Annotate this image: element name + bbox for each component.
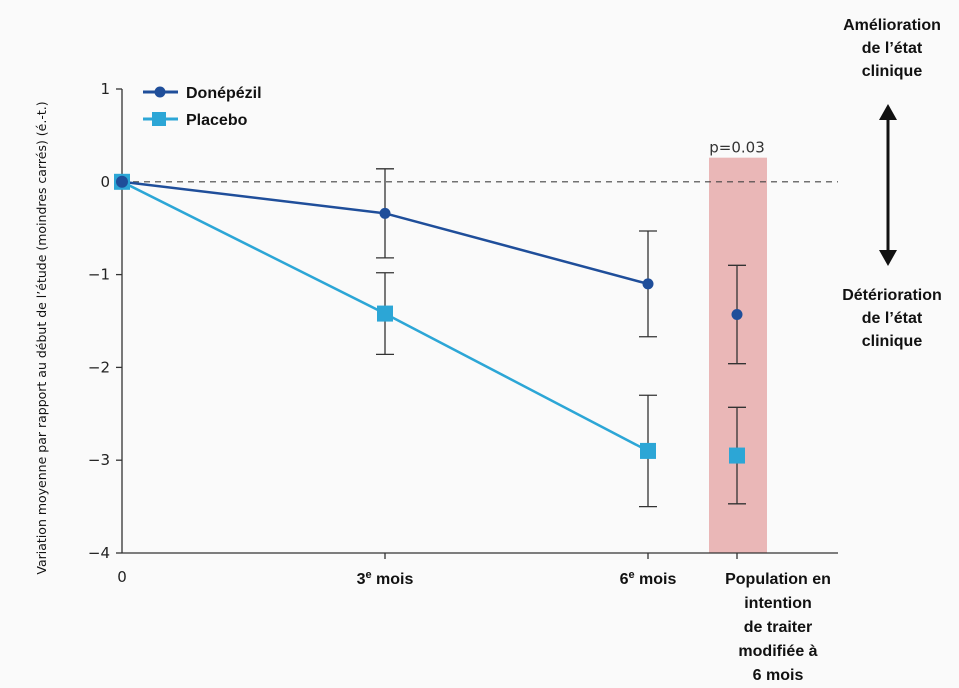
x-category-label: de traiter: [744, 619, 812, 636]
category-label-part: e: [365, 569, 371, 581]
category-label-part: e: [628, 569, 634, 581]
text-layer: p=0.03 Variation moyenne par rapport au d…: [34, 101, 831, 684]
category-label-part: 6: [620, 571, 629, 588]
category-label-part: de traiter: [744, 619, 812, 636]
y-tick-label: 0: [100, 173, 110, 191]
x-category-label: Population en: [725, 571, 831, 588]
x-category-label: 0: [117, 568, 127, 586]
p-value-label: p=0.03: [709, 139, 765, 157]
y-axis-label: Variation moyenne par rapport au début d…: [34, 101, 49, 574]
deterioration-label: de l’état: [862, 310, 923, 327]
y-tick-label: −1: [88, 266, 110, 284]
x-category-label: modifiée à: [738, 643, 817, 660]
highlight-region: [709, 157, 767, 553]
x-category-label: intention: [744, 595, 812, 612]
mitt-highlight-bar: [709, 157, 767, 553]
improvement-label: de l’état: [862, 40, 923, 57]
placebo-point: [729, 447, 745, 464]
placebo-point: [377, 305, 393, 322]
legend-label-placebo: Placebo: [186, 112, 248, 129]
x-category-label: 6e mois: [620, 569, 677, 588]
improvement-label: clinique: [862, 63, 923, 80]
donepezil-point: [731, 309, 743, 321]
legend-marker-placebo: [152, 112, 166, 126]
donepezil-point: [116, 175, 128, 188]
side-annotation: Amélioration de l’état clinique Détériorati…: [842, 17, 942, 350]
y-tick-label: −3: [88, 451, 110, 469]
category-label-part: 3: [357, 571, 366, 588]
y-tick-label: 1: [100, 80, 110, 98]
category-label-part: Population en: [725, 571, 831, 588]
placebo-point: [640, 442, 656, 459]
category-label-part: 6 mois: [753, 667, 804, 684]
arrow-up-head: [879, 104, 897, 120]
deterioration-label: Détérioration: [842, 287, 942, 304]
arrow-down-head: [879, 250, 897, 266]
legend-marker-donepezil: [154, 86, 166, 98]
donepezil-point: [642, 278, 654, 290]
donepezil-point: [379, 207, 391, 219]
category-label-part: 0: [117, 568, 127, 586]
category-label-part: modifiée à: [738, 643, 817, 660]
y-tick-label: −4: [88, 544, 110, 562]
x-category-label: 6 mois: [753, 667, 804, 684]
legend-label-donepezil: Donépézil: [186, 85, 262, 102]
deterioration-label: clinique: [862, 333, 923, 350]
category-label-part: intention: [744, 595, 812, 612]
x-category-label: 3e mois: [357, 569, 414, 588]
legend: Donépézil Placebo: [143, 85, 262, 129]
improvement-label: Amélioration: [843, 17, 941, 34]
axes: 1 0 −1 −2 −3 −4: [88, 80, 838, 562]
category-label-part: mois: [372, 571, 414, 588]
y-tick-label: −2: [88, 358, 110, 376]
series-layer: [114, 168, 746, 508]
category-label-part: mois: [635, 571, 677, 588]
